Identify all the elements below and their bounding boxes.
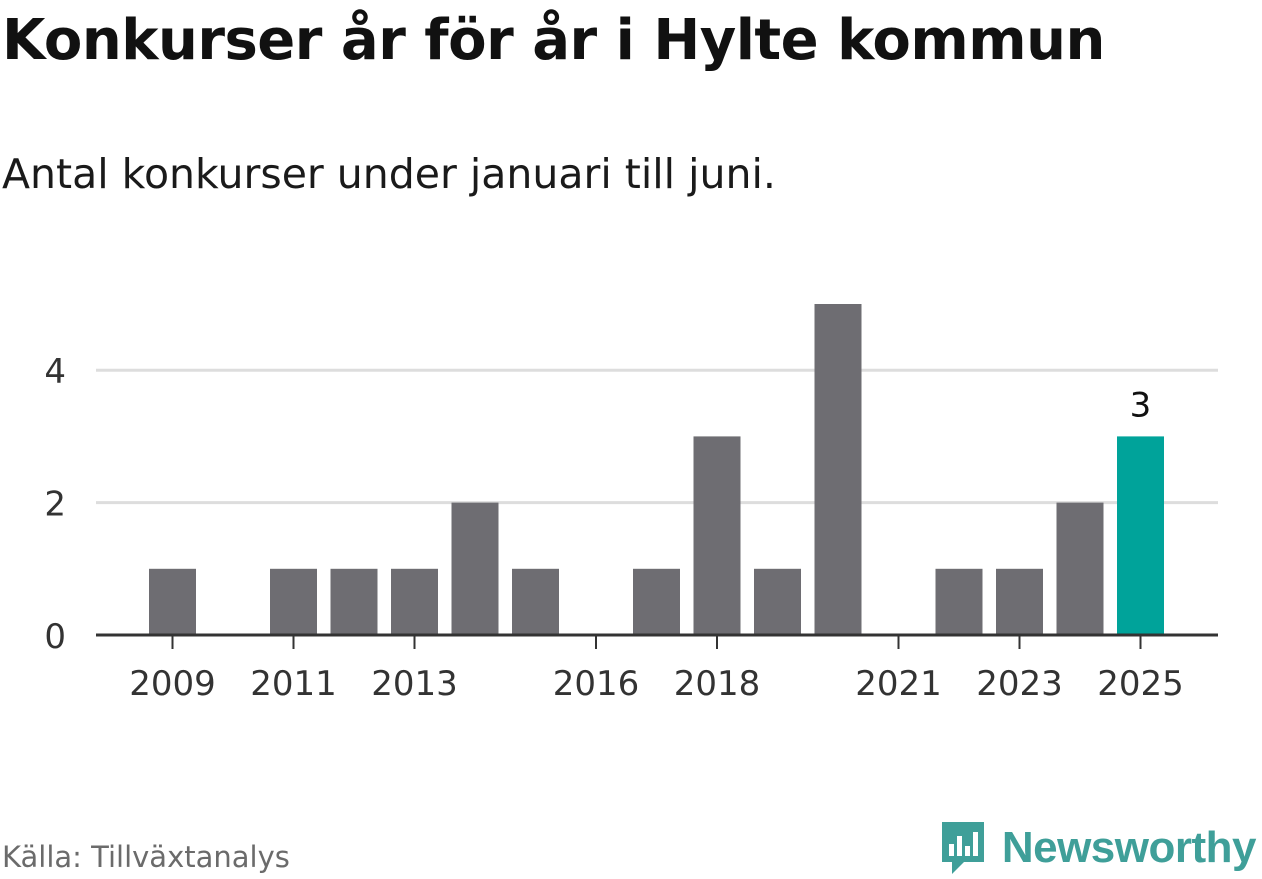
- y-tick-label: 2: [44, 485, 66, 525]
- y-tick-label: 4: [44, 352, 66, 392]
- x-tick-label: 2016: [553, 664, 640, 704]
- brand-logo: Newsworthy: [938, 818, 1257, 878]
- bar-2011: [270, 568, 317, 635]
- x-tick-label: 2011: [250, 664, 337, 704]
- bar-2019: [754, 568, 801, 635]
- x-tick-label: 2018: [674, 664, 761, 704]
- bar-2023: [996, 568, 1043, 635]
- bar-2020: [814, 304, 862, 635]
- bar-2015: [512, 568, 559, 635]
- x-tick-label: 2009: [129, 664, 216, 704]
- bar-2018: [693, 436, 741, 635]
- bar-2017: [633, 568, 680, 635]
- bar-2013: [391, 568, 438, 635]
- x-tick-label: 2023: [976, 664, 1063, 704]
- y-tick-label: 0: [44, 617, 66, 657]
- bar-2025: [1117, 436, 1164, 635]
- brand-name: Newsworthy: [1001, 823, 1257, 872]
- bar-2014: [451, 502, 499, 635]
- x-tick-label: 2013: [371, 664, 458, 704]
- bar-2009: [149, 568, 196, 635]
- data-label-2025: 3: [1130, 385, 1152, 425]
- newsworthy-logo-icon: [941, 822, 984, 874]
- x-tick-label: 2021: [855, 664, 942, 704]
- bar-2012: [330, 568, 378, 635]
- source-note: Källa: Tillväxtanalys: [2, 840, 290, 874]
- bar-2022: [935, 568, 983, 635]
- chart-subtitle: Antal konkurser under januari till juni.: [2, 150, 776, 198]
- x-tick-label: 2025: [1097, 664, 1184, 704]
- chart-title: Konkurser år för år i Hylte kommun: [2, 8, 1105, 73]
- bar-2024: [1056, 502, 1104, 635]
